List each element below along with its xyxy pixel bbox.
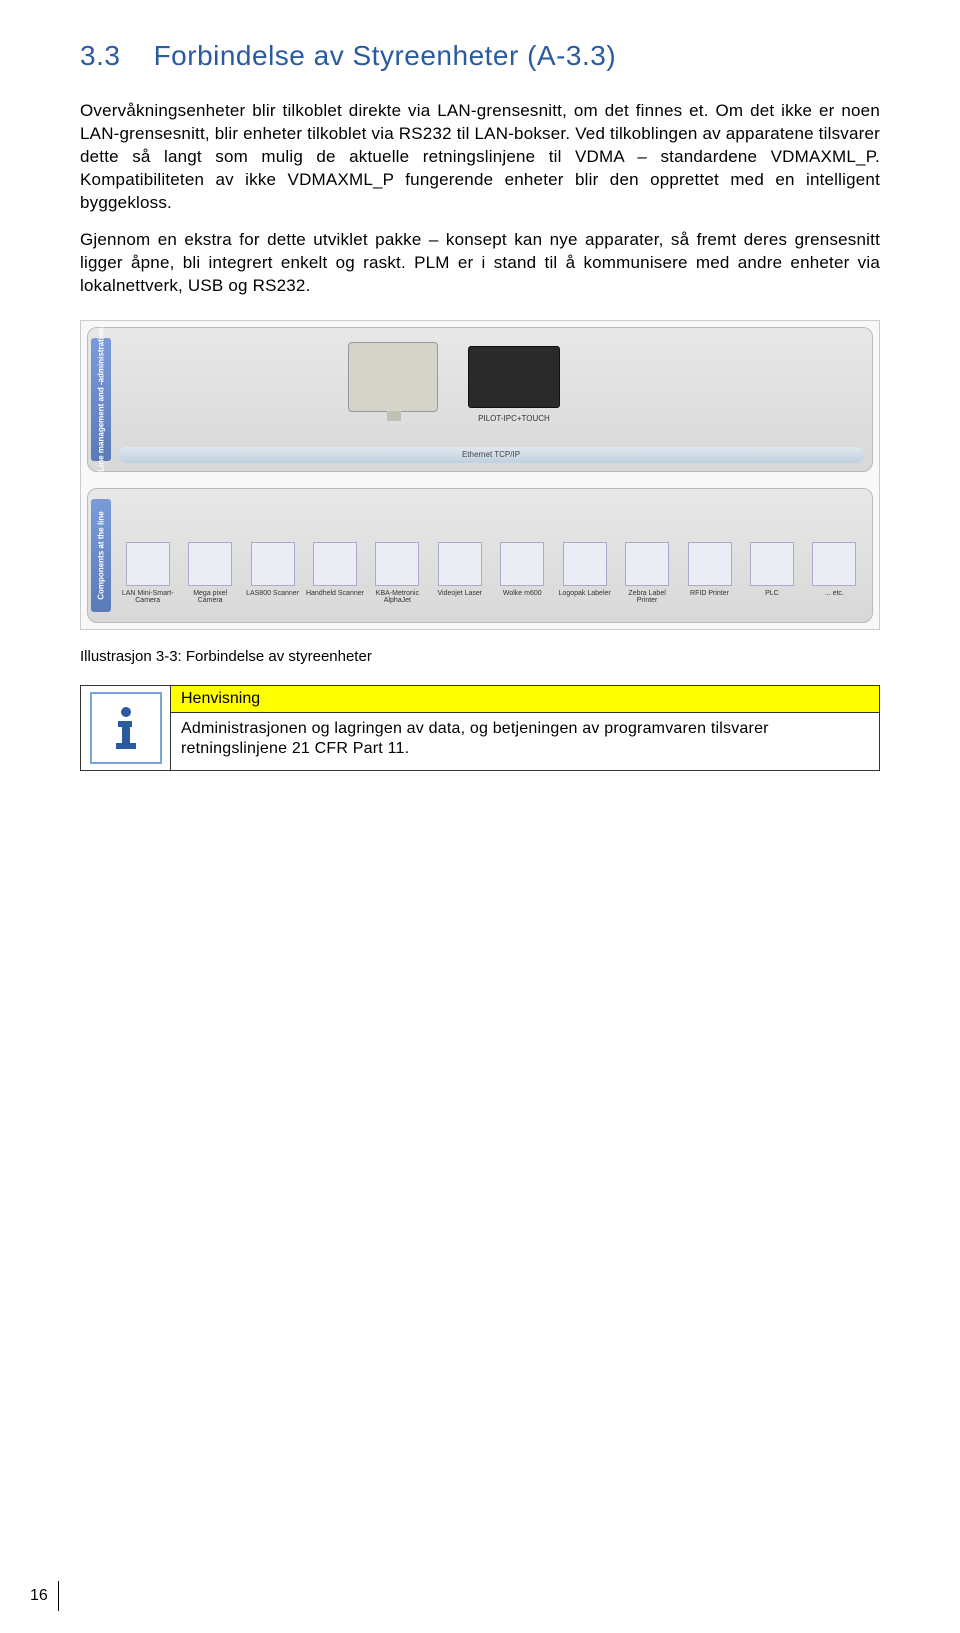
component-image [500, 542, 544, 586]
component-image [375, 542, 419, 586]
page-number-divider [58, 1581, 59, 1611]
component-label: Mega pixel Camera [180, 590, 239, 614]
component-image [251, 542, 295, 586]
component-item: Wolke m600 [493, 499, 552, 614]
network-diagram: Line management and -administration PILO… [80, 320, 880, 630]
component-label: LAS800 Scanner [246, 590, 299, 614]
component-image [313, 542, 357, 586]
component-label: Logopak Labeler [559, 590, 611, 614]
paragraph-1: Overvåkningsenheter blir tilkoblet direk… [80, 100, 880, 215]
component-image [750, 542, 794, 586]
section-number: 3.3 [80, 40, 120, 71]
component-item: Videojet Laser [430, 499, 489, 614]
component-item: RFID Printer [680, 499, 739, 614]
note-content: Henvisning Administrasjonen og lagringen… [171, 686, 879, 771]
pilot-device-icon [468, 346, 560, 408]
component-image [126, 542, 170, 586]
component-label: Zebra Label Printer [617, 590, 676, 614]
component-label: PLC [765, 590, 779, 614]
component-item: Mega pixel Camera [180, 499, 239, 614]
bottom-side-label-text: Components at the line [97, 511, 106, 599]
component-item: LAN Mini-Smart-Camera [118, 499, 177, 614]
component-image [188, 542, 232, 586]
component-image [688, 542, 732, 586]
section-title: Forbindelse av Styreenheter (A-3.3) [154, 40, 617, 71]
component-item: Handheld Scanner [305, 499, 364, 614]
component-item: PLC [742, 499, 801, 614]
illustration-caption: Illustrasjon 3-3: Forbindelse av styreen… [80, 648, 880, 665]
component-image [438, 542, 482, 586]
component-item: KBA-Metronic AlphaJet [368, 499, 427, 614]
component-label: KBA-Metronic AlphaJet [368, 590, 427, 614]
component-item: LAS800 Scanner [243, 499, 302, 614]
component-image [563, 542, 607, 586]
component-label: RFID Printer [690, 590, 729, 614]
note-text: Administrasjonen og lagringen av data, o… [171, 713, 879, 771]
note-icon-cell [81, 686, 171, 771]
pilot-device-label: PILOT-IPC+TOUCH [468, 414, 560, 423]
diagram-bottom-side-label: Components at the line [91, 499, 111, 612]
component-item: ... etc. [805, 499, 864, 614]
component-label: Wolke m600 [503, 590, 542, 614]
component-row: LAN Mini-Smart-CameraMega pixel Camera LA… [118, 499, 864, 614]
component-image [812, 542, 856, 586]
note-box: Henvisning Administrasjonen og lagringen… [80, 685, 880, 772]
top-side-label-text: Line management and -administration [97, 327, 106, 471]
paragraph-2: Gjennom en ekstra for dette utviklet pak… [80, 229, 880, 298]
section-heading: 3.3 Forbindelse av Styreenheter (A-3.3) [80, 40, 880, 72]
component-image [625, 542, 669, 586]
component-label: LAN Mini-Smart-Camera [118, 590, 177, 614]
diagram-bottom-panel: Components at the line LAN Mini-Smart-Ca… [87, 488, 873, 623]
component-item: Zebra Label Printer [617, 499, 676, 614]
component-label: ... etc. [825, 590, 844, 614]
info-icon [90, 692, 162, 764]
component-label: Handheld Scanner [306, 590, 364, 614]
diagram-top-panel: Line management and -administration PILO… [87, 327, 873, 472]
component-label: Videojet Laser [438, 590, 483, 614]
diagram-top-side-label: Line management and -administration [91, 338, 111, 461]
note-header: Henvisning [171, 686, 879, 713]
page-number: 16 [30, 1587, 48, 1605]
monitor-icon [348, 342, 438, 412]
component-item: Logopak Labeler [555, 499, 614, 614]
ethernet-bar: Ethernet TCP/IP [118, 447, 864, 463]
